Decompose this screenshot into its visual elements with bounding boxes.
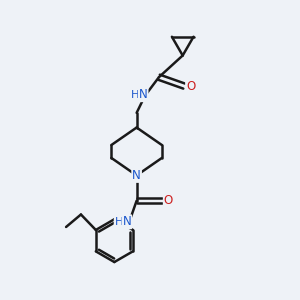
Text: O: O — [186, 80, 195, 93]
Text: H: H — [115, 217, 123, 227]
Text: N: N — [132, 169, 141, 182]
Text: H: H — [131, 90, 139, 100]
Text: N: N — [139, 88, 148, 101]
Text: N: N — [122, 215, 131, 228]
Text: O: O — [164, 194, 173, 207]
